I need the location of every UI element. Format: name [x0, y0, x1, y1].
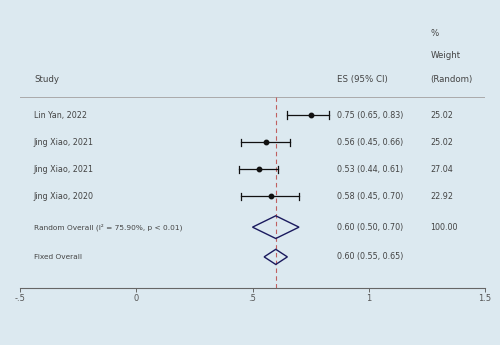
- Text: Random Overall (I² = 75.90%, p < 0.01): Random Overall (I² = 75.90%, p < 0.01): [34, 224, 182, 231]
- Text: 25.02: 25.02: [430, 110, 453, 119]
- Text: ES (95% CI): ES (95% CI): [338, 75, 388, 85]
- Text: 0.58 (0.45, 0.70): 0.58 (0.45, 0.70): [338, 191, 404, 200]
- Text: 100.00: 100.00: [430, 223, 458, 231]
- Text: 25.02: 25.02: [430, 138, 453, 147]
- Text: 0.75 (0.65, 0.83): 0.75 (0.65, 0.83): [338, 110, 404, 119]
- Text: %: %: [430, 29, 438, 38]
- Text: 27.04: 27.04: [430, 165, 453, 174]
- Text: Lin Yan, 2022: Lin Yan, 2022: [34, 110, 87, 119]
- Text: 0.56 (0.45, 0.66): 0.56 (0.45, 0.66): [338, 138, 404, 147]
- Text: Study: Study: [34, 75, 59, 85]
- Text: 0.60 (0.50, 0.70): 0.60 (0.50, 0.70): [338, 223, 404, 231]
- Text: (Random): (Random): [430, 75, 472, 85]
- Text: Jing Xiao, 2020: Jing Xiao, 2020: [34, 191, 94, 200]
- Text: Jing Xiao, 2021: Jing Xiao, 2021: [34, 165, 94, 174]
- Text: Fixed Overall: Fixed Overall: [34, 254, 82, 260]
- Text: 0.53 (0.44, 0.61): 0.53 (0.44, 0.61): [338, 165, 404, 174]
- Text: 0.60 (0.55, 0.65): 0.60 (0.55, 0.65): [338, 253, 404, 262]
- Text: Jing Xiao, 2021: Jing Xiao, 2021: [34, 138, 94, 147]
- Text: 22.92: 22.92: [430, 191, 454, 200]
- Text: Weight: Weight: [430, 51, 460, 60]
